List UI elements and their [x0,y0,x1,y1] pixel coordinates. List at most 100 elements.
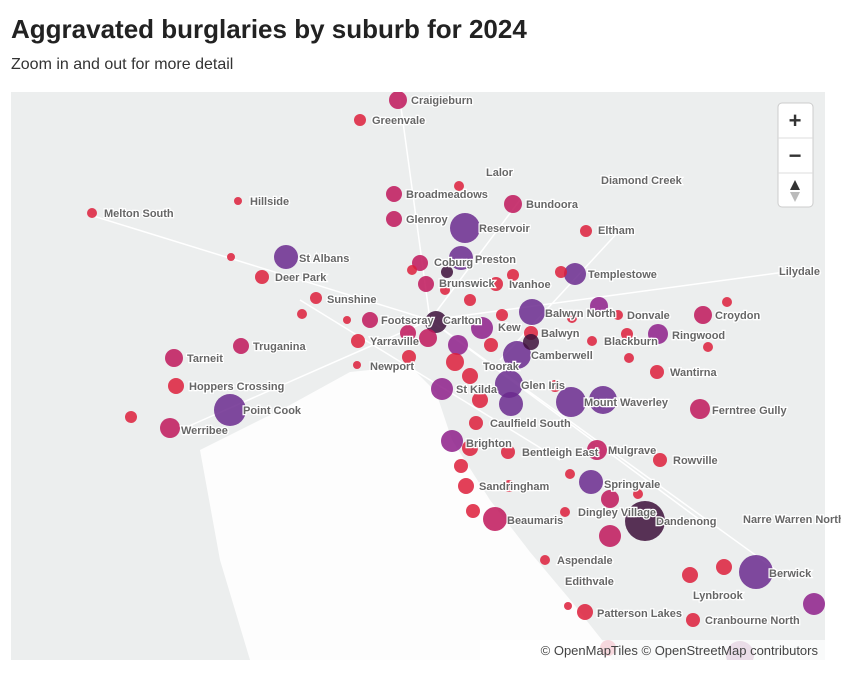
place-label: Werribee [181,425,228,437]
place-label: Ivanhoe [509,279,551,291]
place-label: Coburg [434,257,473,269]
bubble [722,297,732,307]
bubble [469,416,483,430]
place-label: Lalor [486,167,514,179]
place-label: Cranbourne North [705,615,800,627]
bubble [441,266,453,278]
attribution: © OpenMapTiles © OpenStreetMap contribut… [541,643,819,658]
place-label: Hillside [250,196,289,208]
place-label: Rowville [673,455,718,467]
bubble [555,266,567,278]
bubble [454,181,464,191]
bubble [503,480,515,492]
bubble [343,316,351,324]
place-label: Preston [475,254,516,266]
bubble [446,353,464,371]
bubble [214,394,246,426]
bubble [310,292,322,304]
place-label: Newport [370,361,414,373]
place-label: Narre Warren North [743,514,841,526]
bubble [580,225,592,237]
place-label: Mount Waverley [584,397,669,409]
bubble [587,336,597,346]
bubble [160,418,180,438]
place-label: Balwyn North [545,308,616,320]
bubble [448,335,468,355]
bubble [503,341,531,369]
bubble [540,555,550,565]
bubble [653,453,667,467]
title: Aggravated burglaries by suburb for 2024 [11,14,527,44]
bubble [483,507,507,531]
place-label: Beaumaris [507,515,563,527]
bubble [587,440,607,460]
bubble [440,285,450,295]
bubble [567,313,577,323]
place-label: Craigieburn [411,95,473,107]
place-label: Greenvale [372,115,425,127]
place-label: Lynbrook [693,590,744,602]
place-label: Ringwood [672,330,725,342]
bubble [233,338,249,354]
bubble [441,430,463,452]
bubble [389,92,407,109]
bubble [362,312,378,328]
bubble [87,208,97,218]
bubble [449,246,473,270]
place-label: Carlton [443,315,482,327]
bubble [471,317,493,339]
bubble [125,411,137,423]
compass[interactable] [790,180,800,190]
bubble [621,328,633,340]
bubble [625,501,665,541]
place-label: Truganina [253,341,306,353]
zoom-control: + − [777,102,814,208]
bubble [165,349,183,367]
place-label: Blackburn [604,336,658,348]
place-label: Sandringham [479,481,550,493]
bubble [274,245,298,269]
bubble [504,195,522,213]
bubble [425,311,447,333]
place-label: Donvale [627,310,670,322]
bubble [650,365,664,379]
place-label: Hoppers Crossing [189,381,284,393]
zoom-box [777,102,814,208]
bubble [613,310,623,320]
bubble [351,334,365,348]
place-label: Mulgrave [608,445,656,457]
place-label: Diamond Creek [601,175,683,187]
bubble [556,387,586,417]
bubble [703,342,713,352]
place-label: Kew [498,322,521,334]
place-label: Templestowe [588,269,657,281]
place-label: Glenroy [406,214,448,226]
place-label: Wantirna [670,367,718,379]
zoom-out[interactable]: − [789,143,802,168]
place-label: Springvale [604,479,660,491]
bubble [803,593,825,615]
bubble [353,361,361,369]
place-label: Berwick [769,568,812,580]
bubble [400,325,416,341]
bubble [472,392,488,408]
bubble [496,309,508,321]
bubble [255,270,269,284]
place-label: Deer Park [275,272,327,284]
bubble [590,297,608,315]
bubble [549,380,561,392]
place-label: Aspendale [557,555,613,567]
attribution-bg [480,640,825,660]
bubble [297,309,307,319]
zoom-in[interactable]: + [789,108,802,133]
bubble [694,306,712,324]
place-label: Footscray [381,315,434,327]
bubble [633,489,643,499]
place-label: Eltham [598,225,635,237]
bubble [519,299,545,325]
bubble [560,507,570,517]
place-label: Edithvale [565,576,614,588]
place-label: Glen Iris [521,380,565,392]
roads [89,99,801,581]
